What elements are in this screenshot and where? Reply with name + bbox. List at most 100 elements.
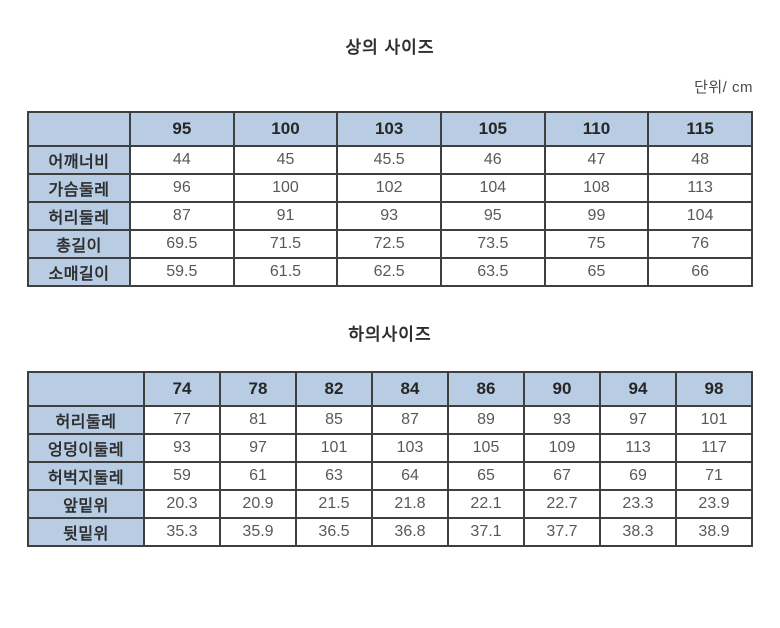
measurement-value: 22.1 xyxy=(447,489,525,519)
measurement-value: 65 xyxy=(447,461,525,491)
measurement-value: 36.8 xyxy=(371,517,449,547)
measurement-row: 가슴둘레 96 100 102 104 108 113 xyxy=(27,173,753,203)
size-column-header: 86 xyxy=(447,371,525,407)
measurement-row: 허리둘레 77 81 85 87 89 93 97 101 xyxy=(27,405,753,435)
size-column-header: 100 xyxy=(232,111,339,147)
measurement-value: 63.5 xyxy=(439,257,546,287)
measurement-value: 44 xyxy=(129,145,235,175)
measurement-value: 96 xyxy=(129,173,235,203)
measurement-value: 45 xyxy=(232,145,339,175)
size-column-header: 95 xyxy=(129,111,235,147)
size-column-header: 94 xyxy=(599,371,677,407)
measurement-value: 37.1 xyxy=(447,517,525,547)
tops-size-title: 상의 사이즈 xyxy=(345,38,435,57)
measurement-value: 113 xyxy=(599,433,677,463)
measurement-value: 105 xyxy=(447,433,525,463)
measurement-value: 36.5 xyxy=(295,517,373,547)
measurement-value: 101 xyxy=(675,405,753,435)
measurement-label: 앞밑위 xyxy=(27,489,145,519)
measurement-label: 뒷밑위 xyxy=(27,517,145,547)
measurement-row: 허리둘레 87 91 93 95 99 104 xyxy=(27,201,753,231)
measurement-value: 20.3 xyxy=(143,489,221,519)
measurement-value: 100 xyxy=(232,173,339,203)
measurement-value: 93 xyxy=(143,433,221,463)
measurement-value: 20.9 xyxy=(219,489,297,519)
measurement-row: 뒷밑위 35.3 35.9 36.5 36.8 37.1 37.7 38.3 38.9 xyxy=(27,517,753,547)
size-column-header: 90 xyxy=(523,371,601,407)
measurement-value: 23.3 xyxy=(599,489,677,519)
measurement-value: 35.3 xyxy=(143,517,221,547)
measurement-value: 67 xyxy=(523,461,601,491)
measurement-value: 23.9 xyxy=(675,489,753,519)
measurement-value: 102 xyxy=(336,173,442,203)
measurement-value: 108 xyxy=(543,173,650,203)
measurement-value: 73.5 xyxy=(439,229,546,259)
size-column-header: 115 xyxy=(647,111,753,147)
measurement-value: 35.9 xyxy=(219,517,297,547)
measurement-value: 87 xyxy=(371,405,449,435)
measurement-label: 허리둘레 xyxy=(27,405,145,435)
measurement-value: 37.7 xyxy=(523,517,601,547)
measurement-value: 109 xyxy=(523,433,601,463)
measurement-label: 어깨너비 xyxy=(27,145,131,175)
corner-cell xyxy=(27,111,131,147)
measurement-value: 38.9 xyxy=(675,517,753,547)
measurement-value: 69 xyxy=(599,461,677,491)
size-column-header: 82 xyxy=(295,371,373,407)
measurement-label: 가슴둘레 xyxy=(27,173,131,203)
measurement-value: 101 xyxy=(295,433,373,463)
measurement-value: 21.8 xyxy=(371,489,449,519)
measurement-row: 어깨너비 44 45 45.5 46 47 48 xyxy=(27,145,753,175)
measurement-value: 71.5 xyxy=(232,229,339,259)
measurement-value: 76 xyxy=(647,229,753,259)
size-header-row: 74 78 82 84 86 90 94 98 xyxy=(27,371,753,407)
measurement-value: 95 xyxy=(439,201,546,231)
measurement-value: 22.7 xyxy=(523,489,601,519)
measurement-row: 허벅지둘레 59 61 63 64 65 67 69 71 xyxy=(27,461,753,491)
size-column-header: 98 xyxy=(675,371,753,407)
measurement-value: 59 xyxy=(143,461,221,491)
size-column-header: 103 xyxy=(336,111,442,147)
measurement-label: 허리둘레 xyxy=(27,201,131,231)
measurement-value: 38.3 xyxy=(599,517,677,547)
measurement-value: 62.5 xyxy=(336,257,442,287)
measurement-value: 93 xyxy=(336,201,442,231)
measurement-label: 총길이 xyxy=(27,229,131,259)
measurement-value: 48 xyxy=(647,145,753,175)
measurement-value: 69.5 xyxy=(129,229,235,259)
measurement-value: 65 xyxy=(543,257,650,287)
bottoms-size-title: 하의사이즈 xyxy=(348,325,432,344)
measurement-value: 72.5 xyxy=(336,229,442,259)
measurement-value: 104 xyxy=(439,173,546,203)
size-column-header: 84 xyxy=(371,371,449,407)
measurement-value: 117 xyxy=(675,433,753,463)
unit-label: 단위/ cm xyxy=(694,79,753,96)
measurement-value: 59.5 xyxy=(129,257,235,287)
size-column-header: 74 xyxy=(143,371,221,407)
measurement-value: 89 xyxy=(447,405,525,435)
measurement-row: 앞밑위 20.3 20.9 21.5 21.8 22.1 22.7 23.3 23.9 xyxy=(27,489,753,519)
measurement-value: 75 xyxy=(543,229,650,259)
measurement-value: 45.5 xyxy=(336,145,442,175)
measurement-row: 소매길이 59.5 61.5 62.5 63.5 65 66 xyxy=(27,257,753,287)
measurement-value: 63 xyxy=(295,461,373,491)
measurement-row: 총길이 69.5 71.5 72.5 73.5 75 76 xyxy=(27,229,753,259)
measurement-value: 71 xyxy=(675,461,753,491)
measurement-label: 엉덩이둘레 xyxy=(27,433,145,463)
measurement-value: 87 xyxy=(129,201,235,231)
measurement-label: 허벅지둘레 xyxy=(27,461,145,491)
measurement-value: 93 xyxy=(523,405,601,435)
measurement-value: 46 xyxy=(439,145,546,175)
measurement-value: 61.5 xyxy=(232,257,339,287)
measurement-value: 61 xyxy=(219,461,297,491)
measurement-value: 85 xyxy=(295,405,373,435)
corner-cell xyxy=(27,371,145,407)
measurement-value: 91 xyxy=(232,201,339,231)
size-column-header: 78 xyxy=(219,371,297,407)
measurement-value: 97 xyxy=(219,433,297,463)
measurement-value: 64 xyxy=(371,461,449,491)
bottoms-size-table: 74 78 82 84 86 90 94 98 허리둘레 77 81 85 87 89 93 97 101 엉덩이… xyxy=(27,371,753,547)
measurement-value: 103 xyxy=(371,433,449,463)
measurement-value: 77 xyxy=(143,405,221,435)
